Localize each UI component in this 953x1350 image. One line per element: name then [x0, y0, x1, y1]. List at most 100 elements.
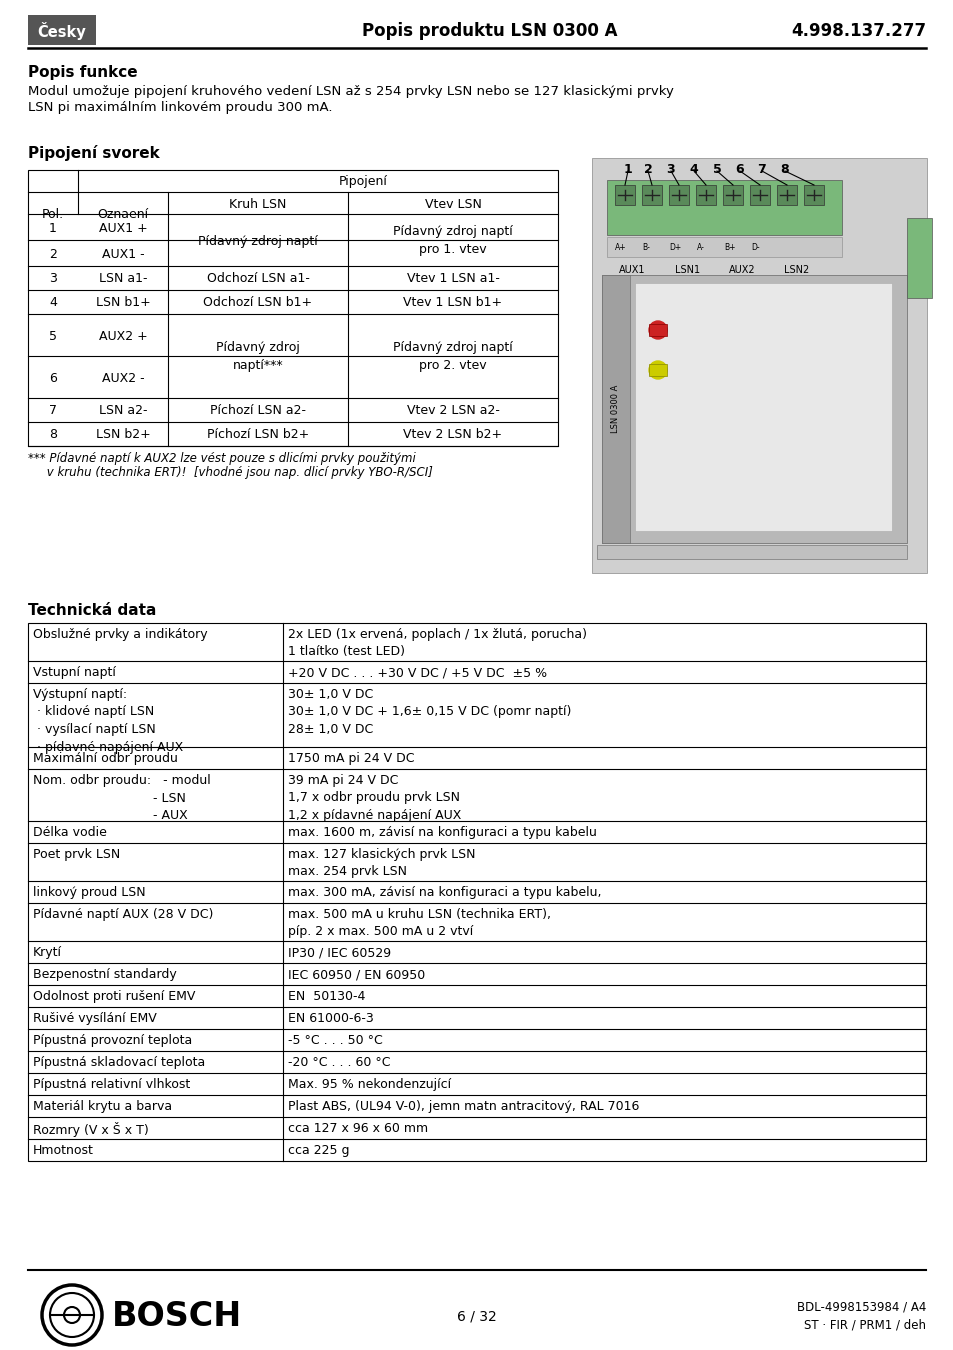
Text: EN 61000-6-3: EN 61000-6-3	[288, 1012, 374, 1025]
Text: Vtev 2 LSN a2-: Vtev 2 LSN a2-	[406, 405, 499, 417]
Bar	[776, 185, 796, 205]
Text: Pol.: Pol.	[42, 208, 64, 221]
Text: 1: 1	[49, 221, 57, 235]
Text: Píchozí LSN b2+: Píchozí LSN b2+	[207, 428, 309, 441]
Text: Pídavný zdroj naptí
pro 1. vtev: Pídavný zdroj naptí pro 1. vtev	[393, 225, 513, 256]
Text: Materiál krytu a barva: Materiál krytu a barva	[33, 1100, 172, 1112]
Bar	[28, 622, 925, 1161]
Text: AUX2: AUX2	[728, 265, 755, 275]
Bar	[28, 170, 558, 446]
Text: A-: A-	[697, 243, 704, 252]
Bar	[615, 185, 635, 205]
Text: Oznaení: Oznaení	[97, 208, 149, 221]
Circle shape	[648, 360, 666, 379]
Circle shape	[648, 321, 666, 339]
Text: linkový proud LSN: linkový proud LSN	[33, 886, 146, 899]
Bar	[906, 217, 931, 298]
Text: AUX2 -: AUX2 -	[102, 371, 144, 385]
Text: -20 °C . . . 60 °C: -20 °C . . . 60 °C	[288, 1056, 390, 1069]
Text: Pídavný zdroj naptí: Pídavný zdroj naptí	[198, 235, 317, 247]
Text: LSN pi maximálním linkovém proudu 300 mA.: LSN pi maximálním linkovém proudu 300 mA…	[28, 101, 333, 113]
Bar	[635, 284, 891, 531]
Text: Hmotnost: Hmotnost	[33, 1143, 93, 1157]
Text: Pípustná provozní teplota: Pípustná provozní teplota	[33, 1034, 193, 1048]
Text: cca 225 g: cca 225 g	[288, 1143, 349, 1157]
Bar	[601, 275, 629, 543]
Text: max. 1600 m, závisí na konfiguraci a typu kabelu: max. 1600 m, závisí na konfiguraci a typ…	[288, 826, 597, 838]
Text: Popis produktu LSN 0300 A: Popis produktu LSN 0300 A	[362, 22, 618, 40]
Text: Odchozí LSN a1-: Odchozí LSN a1-	[207, 273, 309, 285]
Text: BOSCH: BOSCH	[112, 1300, 242, 1332]
Text: Pídavný zdroj
naptí***: Pídavný zdroj naptí***	[215, 342, 299, 373]
Text: IP30 / IEC 60529: IP30 / IEC 60529	[288, 946, 391, 958]
Text: 4: 4	[689, 163, 698, 176]
Text: Délka vodie: Délka vodie	[33, 826, 107, 838]
Text: Píchozí LSN a2-: Píchozí LSN a2-	[210, 405, 306, 417]
Text: cca 127 x 96 x 60 mm: cca 127 x 96 x 60 mm	[288, 1122, 428, 1135]
Text: Nom. odbr proudu:   - modul
                              - LSN
                : Nom. odbr proudu: - modul - LSN	[33, 774, 211, 822]
Bar	[722, 185, 742, 205]
Text: Pipojení: Pipojení	[338, 176, 387, 189]
Text: -5 °C . . . 50 °C: -5 °C . . . 50 °C	[288, 1034, 382, 1048]
Text: 7: 7	[49, 405, 57, 417]
Text: AUX2 +: AUX2 +	[98, 329, 147, 343]
Text: 1750 mA pi 24 V DC: 1750 mA pi 24 V DC	[288, 752, 414, 765]
Text: Technická data: Technická data	[28, 603, 156, 618]
Text: LSN b1+: LSN b1+	[95, 297, 151, 309]
Text: v kruhu (technika ERT)!  [vhodné jsou nap. dlicí prvky YBO-R/SCI]: v kruhu (technika ERT)! [vhodné jsou nap…	[28, 466, 433, 479]
Text: 5: 5	[712, 163, 720, 176]
Text: *** Pídavné naptí k AUX2 lze vést pouze s dlicími prvky použitými: *** Pídavné naptí k AUX2 lze vést pouze …	[28, 452, 416, 464]
Text: 4: 4	[49, 297, 57, 309]
Text: 39 mA pi 24 V DC
1,7 x odbr proudu prvk LSN
1,2 x pídavné napájení AUX: 39 mA pi 24 V DC 1,7 x odbr proudu prvk …	[288, 774, 461, 822]
Text: LSN2: LSN2	[783, 265, 809, 275]
Bar	[28, 15, 96, 45]
Text: A+: A+	[615, 243, 626, 252]
Text: EN  50130-4: EN 50130-4	[288, 990, 365, 1003]
Text: ST · FIR / PRM1 / deh: ST · FIR / PRM1 / deh	[803, 1319, 925, 1331]
Text: LSN1: LSN1	[675, 265, 700, 275]
Text: LSN b2+: LSN b2+	[95, 428, 151, 441]
Text: +20 V DC . . . +30 V DC / +5 V DC  ±5 %: +20 V DC . . . +30 V DC / +5 V DC ±5 %	[288, 666, 547, 679]
Text: LSN 0300 A: LSN 0300 A	[611, 385, 619, 433]
Bar	[696, 185, 716, 205]
Text: Vtev 1 LSN b1+: Vtev 1 LSN b1+	[403, 297, 502, 309]
Bar	[606, 180, 841, 235]
Text: AUX1 -: AUX1 -	[102, 247, 144, 261]
Text: B+: B+	[723, 243, 735, 252]
Text: Max. 95 % nekondenzující: Max. 95 % nekondenzující	[288, 1079, 451, 1091]
Text: 2: 2	[49, 247, 57, 261]
Text: LSN a1-: LSN a1-	[99, 273, 147, 285]
Text: B-: B-	[641, 243, 649, 252]
Text: Vtev 2 LSN b2+: Vtev 2 LSN b2+	[403, 428, 502, 441]
Text: 8: 8	[780, 163, 788, 176]
Text: Vtev LSN: Vtev LSN	[424, 197, 481, 211]
Text: max. 127 klasických prvk LSN
max. 254 prvk LSN: max. 127 klasických prvk LSN max. 254 pr…	[288, 848, 475, 879]
Text: Kruh LSN: Kruh LSN	[229, 197, 287, 211]
Text: Odolnost proti rušení EMV: Odolnost proti rušení EMV	[33, 990, 195, 1003]
Bar	[648, 324, 666, 336]
Text: LSN a2-: LSN a2-	[99, 405, 147, 417]
Text: Poet prvk LSN: Poet prvk LSN	[33, 848, 120, 861]
Text: Rozmry (V x Š x T): Rozmry (V x Š x T)	[33, 1122, 149, 1137]
Text: Vtev 1 LSN a1-: Vtev 1 LSN a1-	[406, 273, 499, 285]
Bar	[601, 275, 906, 543]
Text: IEC 60950 / EN 60950: IEC 60950 / EN 60950	[288, 968, 425, 981]
Bar	[803, 185, 823, 205]
Text: 3: 3	[49, 273, 57, 285]
Text: D+: D+	[668, 243, 680, 252]
Text: Vstupní naptí: Vstupní naptí	[33, 666, 115, 679]
Text: 6: 6	[49, 371, 57, 385]
Text: AUX1: AUX1	[618, 265, 644, 275]
Text: BDL-4998153984 / A4: BDL-4998153984 / A4	[796, 1300, 925, 1314]
Text: Modul umožuje pipojení kruhového vedení LSN až s 254 prvky LSN nebo se 127 klasi: Modul umožuje pipojení kruhového vedení …	[28, 85, 673, 99]
Text: 30± 1,0 V DC
30± 1,0 V DC + 1,6± 0,15 V DC (pomr naptí)
28± 1,0 V DC: 30± 1,0 V DC 30± 1,0 V DC + 1,6± 0,15 V …	[288, 688, 571, 736]
Text: 5: 5	[49, 329, 57, 343]
Text: 4.998.137.277: 4.998.137.277	[790, 22, 925, 40]
Text: Plast ABS, (UL94 V-0), jemn matn antracitový, RAL 7016: Plast ABS, (UL94 V-0), jemn matn antraci…	[288, 1100, 639, 1112]
Text: Pídavný zdroj naptí
pro 2. vtev: Pídavný zdroj naptí pro 2. vtev	[393, 342, 513, 373]
Text: Výstupní naptí:
 · klidové naptí LSN
 · vysílací naptí LSN
 · pídavné napájení A: Výstupní naptí: · klidové naptí LSN · vy…	[33, 688, 183, 753]
Text: 6: 6	[735, 163, 743, 176]
Text: Odchozí LSN b1+: Odchozí LSN b1+	[203, 297, 313, 309]
Text: Rušivé vysílání EMV: Rušivé vysílání EMV	[33, 1012, 156, 1025]
Bar	[592, 158, 926, 572]
